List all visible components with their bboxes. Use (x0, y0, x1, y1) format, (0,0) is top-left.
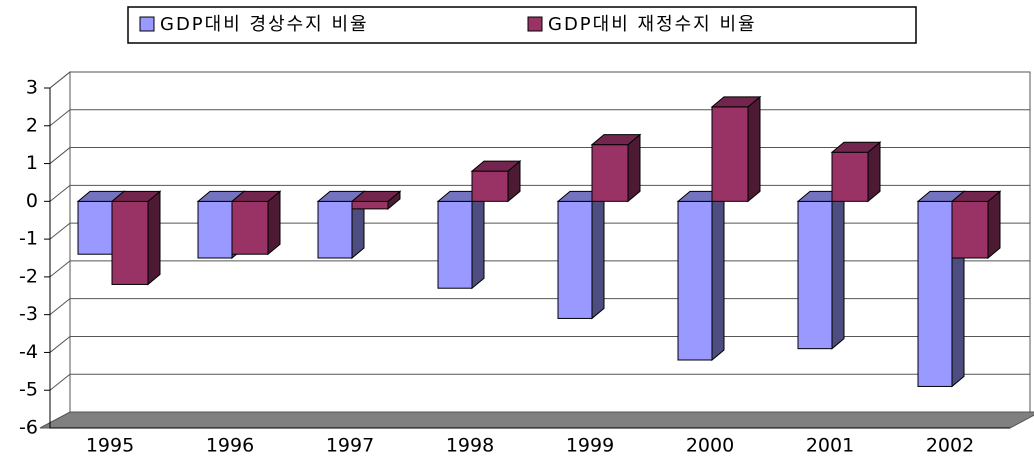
bar-front (111, 200, 149, 285)
bar-front (77, 200, 113, 255)
grid-line (49, 373, 1030, 391)
bar-front (197, 200, 233, 259)
legend-box (127, 6, 917, 44)
bar-front (831, 151, 869, 202)
x-tick-label: 1996 (206, 435, 254, 457)
grid-line (49, 109, 1030, 127)
y-tick-label: -5 (19, 379, 38, 401)
floor (39, 411, 1034, 429)
y-tick-label: 2 (26, 114, 38, 136)
bar-front (677, 200, 713, 361)
bar-top (470, 160, 522, 172)
x-tick-label: 1995 (86, 435, 134, 457)
y-tick-label: -4 (19, 341, 38, 363)
y-tick-label: 0 (26, 190, 38, 212)
bar-top (710, 96, 762, 108)
y-tick-label: -6 (19, 417, 38, 439)
bar-front (797, 200, 833, 350)
bar-side (831, 190, 845, 350)
side-wall (49, 70, 71, 430)
x-tick-label: 2000 (686, 435, 734, 457)
bar-front (951, 200, 989, 259)
y-tick-label: -1 (19, 228, 38, 250)
bar-side (471, 190, 485, 290)
x-tick-label: 1999 (566, 435, 614, 457)
bar-front (917, 200, 953, 387)
grid-line (49, 71, 1030, 89)
x-tick-label: 1998 (446, 435, 494, 457)
bar-side (627, 133, 641, 203)
legend-label: GDP대비 재정수지 비율 (548, 14, 757, 35)
bar-front (591, 144, 629, 202)
legend-swatch (139, 16, 155, 32)
bar-front (711, 106, 749, 202)
y-tick-label: -3 (19, 303, 38, 325)
bar-side (147, 190, 161, 286)
x-tick-label: 2002 (926, 435, 974, 457)
bar-side (591, 190, 605, 320)
y-tick-label: 1 (26, 152, 38, 174)
bar-front (437, 200, 473, 289)
bar-side (267, 190, 281, 256)
bar-top (950, 190, 1002, 202)
bar-front (471, 170, 509, 202)
y-tick-label: 3 (26, 77, 38, 99)
bar-top (230, 190, 282, 202)
legend-label: GDP대비 경상수지 비율 (160, 14, 369, 35)
grid-line (49, 147, 1030, 164)
bar-side (711, 190, 725, 362)
legend-swatch (527, 16, 543, 32)
bar-top (590, 134, 642, 146)
bar-side (747, 95, 761, 203)
grid-line (49, 184, 1030, 202)
bar-top (110, 190, 162, 202)
bar-side (987, 190, 1001, 260)
bar-top (830, 141, 882, 153)
bar-front (351, 200, 389, 210)
bar-front (231, 200, 269, 255)
bar-front (317, 200, 353, 259)
bar-front (557, 200, 593, 319)
bar-top (350, 190, 402, 202)
x-tick-label: 2001 (806, 435, 854, 457)
x-tick-label: 1997 (326, 435, 374, 457)
y-tick-label: -2 (19, 265, 38, 287)
